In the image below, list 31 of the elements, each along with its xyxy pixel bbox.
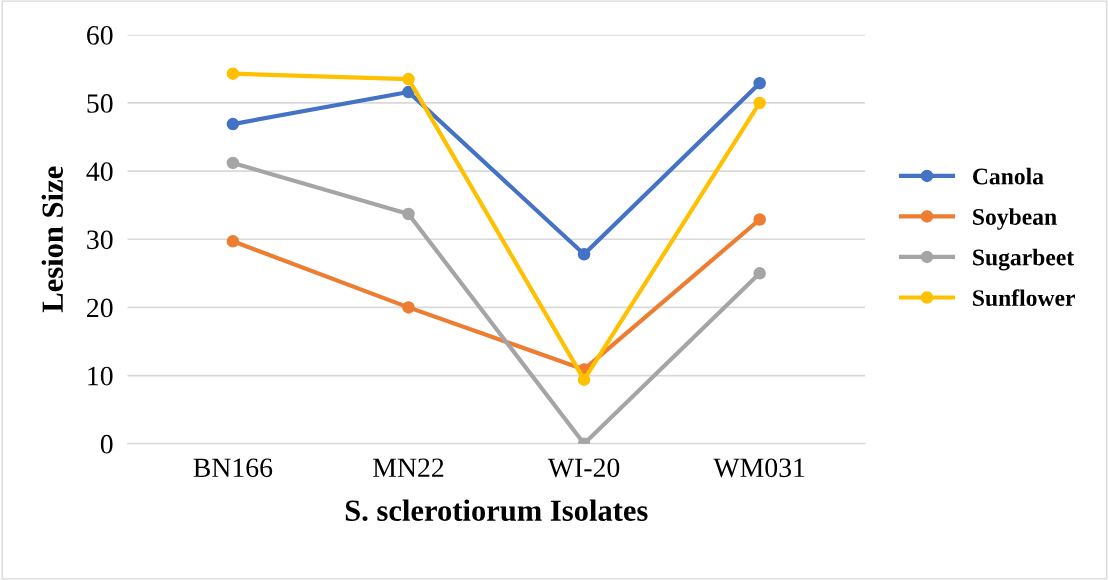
y-tick-label: 0	[100, 434, 113, 454]
point	[577, 373, 591, 386]
point	[753, 76, 766, 90]
point	[226, 156, 240, 170]
x-tick-label: MN22	[373, 458, 444, 477]
y-tick-label: 20	[87, 298, 113, 318]
x-tick-label: BN166	[193, 458, 273, 478]
point	[226, 67, 240, 80]
y-tick-label: 50	[87, 94, 113, 113]
x-tick-label: WM031	[713, 458, 805, 478]
y-tick-label: 10	[88, 366, 113, 386]
y-tick-label: 40	[86, 162, 113, 182]
x-axis-title: S. sclerotiorum Isolates	[345, 499, 648, 522]
y-tick-label: 60	[87, 25, 113, 45]
point	[402, 301, 415, 314]
legend-label: Canola	[973, 167, 1044, 185]
y-tick-label: 30	[87, 230, 113, 250]
point	[226, 117, 240, 131]
y-axis-title: Lesion Size	[41, 166, 63, 313]
point	[402, 72, 415, 86]
point	[753, 96, 766, 110]
point	[226, 235, 240, 248]
point	[577, 247, 591, 261]
legend-label: Sugarbeet	[973, 248, 1075, 271]
point	[753, 267, 766, 280]
point	[402, 85, 415, 99]
point	[753, 213, 766, 226]
point	[402, 207, 415, 221]
legend-label: Soybean	[973, 208, 1057, 230]
legend-label: Sunflower	[973, 289, 1075, 307]
x-tick-label: WI-20	[547, 458, 620, 478]
